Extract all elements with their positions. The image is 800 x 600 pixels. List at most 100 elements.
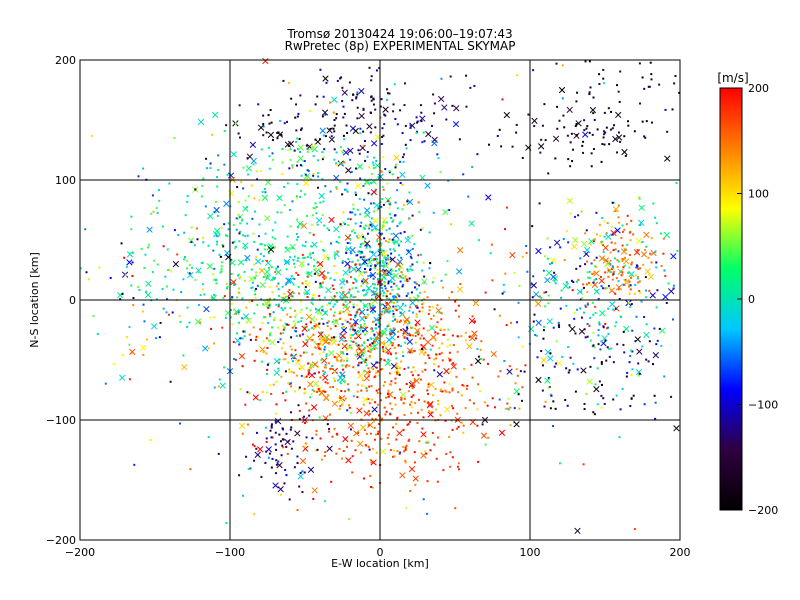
scatter-point	[471, 376, 474, 379]
scatter-point	[292, 355, 295, 358]
scatter-point	[525, 251, 528, 254]
scatter-point	[364, 224, 367, 227]
scatter-point	[377, 322, 380, 325]
scatter-point	[371, 367, 374, 370]
scatter-point	[584, 263, 587, 266]
scatter-point	[260, 148, 263, 151]
scatter-point	[346, 357, 349, 360]
scatter-point	[558, 326, 561, 329]
scatter-point	[313, 340, 316, 343]
scatter-point	[424, 362, 427, 365]
scatter-point	[336, 358, 339, 361]
scatter-point	[312, 155, 315, 158]
scatter-point	[308, 409, 311, 412]
scatter-point	[269, 429, 272, 432]
scatter-point	[404, 448, 407, 451]
scatter-point	[400, 397, 403, 400]
scatter-point	[451, 456, 454, 459]
scatter-point	[595, 256, 598, 259]
scatter-point	[244, 247, 247, 250]
scatter-point	[382, 221, 385, 224]
scatter-point	[353, 277, 356, 280]
scatter-point	[264, 275, 267, 278]
scatter-point	[285, 246, 288, 249]
scatter-point	[353, 430, 360, 437]
scatter-point	[572, 236, 579, 244]
scatter-point	[419, 115, 426, 122]
scatter-point	[540, 357, 548, 364]
scatter-point	[533, 291, 540, 298]
scatter-point	[623, 228, 626, 231]
scatter-point	[460, 421, 463, 424]
scatter-point	[399, 311, 402, 314]
scatter-point	[628, 254, 631, 257]
scatter-point	[593, 413, 596, 416]
scatter-point	[328, 216, 335, 224]
scatter-point	[421, 310, 424, 313]
scatter-point	[386, 182, 389, 185]
scatter-point	[628, 266, 631, 269]
scatter-point	[315, 206, 318, 209]
scatter-point	[196, 238, 199, 241]
scatter-point	[267, 456, 270, 459]
scatter-point	[436, 371, 443, 378]
scatter-point	[322, 75, 329, 82]
scatter-point	[285, 474, 288, 477]
scatter-point	[312, 333, 315, 336]
scatter-point	[320, 458, 323, 461]
scatter-point	[486, 404, 489, 407]
scatter-point	[352, 228, 355, 231]
scatter-point	[465, 387, 468, 390]
scatter-point	[387, 443, 390, 446]
scatter-point	[449, 370, 452, 373]
scatter-point	[392, 327, 395, 330]
scatter-point	[140, 247, 143, 250]
scatter-point	[601, 216, 604, 219]
scatter-point	[260, 475, 263, 478]
scatter-point	[376, 262, 379, 265]
scatter-point	[593, 357, 596, 360]
scatter-point	[342, 310, 345, 313]
scatter-point	[295, 238, 298, 241]
scatter-point	[370, 345, 373, 348]
scatter-point	[255, 287, 258, 290]
scatter-point	[270, 466, 273, 469]
scatter-point	[396, 373, 399, 376]
scatter-point	[610, 241, 613, 244]
scatter-point	[126, 251, 134, 258]
scatter-point	[380, 313, 383, 316]
scatter-point	[290, 426, 293, 429]
scatter-point	[284, 322, 287, 325]
scatter-point	[282, 446, 285, 449]
scatter-point	[638, 280, 641, 283]
scatter-point	[592, 272, 595, 275]
scatter-point	[353, 231, 356, 234]
scatter-point	[404, 341, 407, 344]
scatter-point	[284, 399, 287, 402]
scatter-point	[339, 311, 342, 314]
scatter-point	[375, 229, 378, 232]
scatter-point	[572, 362, 575, 365]
scatter-point	[542, 269, 545, 272]
scatter-point	[254, 289, 257, 292]
scatter-point	[641, 345, 644, 348]
scatter-point	[655, 306, 658, 309]
scatter-point	[232, 357, 235, 360]
scatter-point	[390, 281, 393, 284]
scatter-point	[277, 367, 280, 370]
scatter-point	[569, 325, 576, 333]
scatter-point	[377, 281, 380, 284]
scatter-point	[387, 263, 390, 266]
scatter-point	[394, 269, 397, 272]
scatter-point	[335, 319, 338, 322]
scatter-point	[410, 406, 413, 409]
scatter-point	[128, 343, 131, 346]
scatter-point	[550, 394, 553, 397]
scatter-point	[249, 467, 252, 470]
scatter-point	[298, 137, 301, 140]
scatter-point	[667, 282, 670, 285]
scatter-point	[397, 244, 400, 247]
scatter-point	[131, 275, 134, 278]
scatter-point	[542, 337, 545, 340]
scatter-point	[216, 214, 219, 217]
